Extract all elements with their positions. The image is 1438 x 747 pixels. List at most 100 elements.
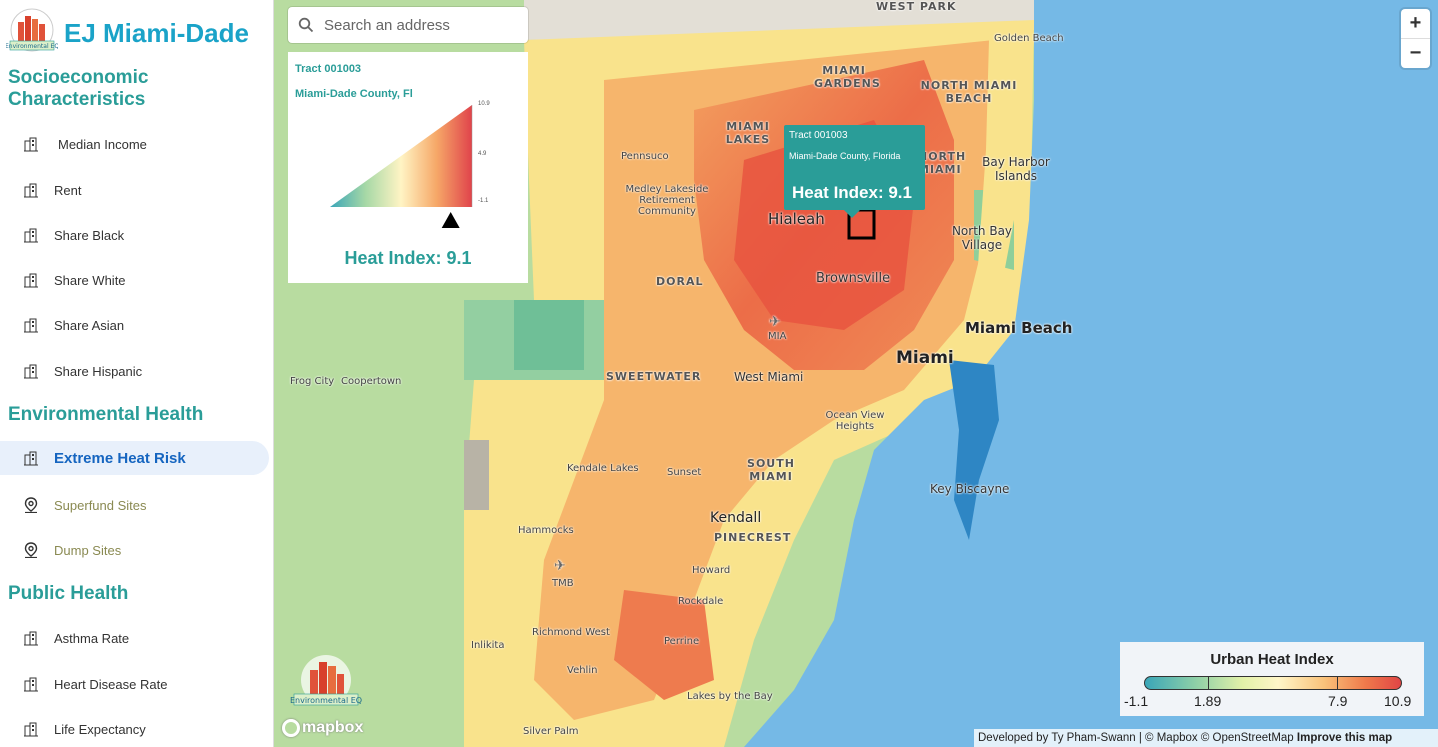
info-county-label: Miami-Dade County, Fl [295, 88, 413, 100]
map-label-vehlin: Vehlin [567, 665, 598, 676]
legend-title: Urban Heat Index [1210, 651, 1334, 668]
sidebar-item-dump-sites[interactable]: Dump Sites [0, 533, 269, 567]
zoom-in-button[interactable]: + [1409, 12, 1422, 34]
app-title: EJ Miami-Dade [64, 18, 249, 48]
map-label-tmb: TMB [552, 578, 574, 589]
map-label-pennsuco: Pennsuco [621, 151, 669, 162]
map-label-miami-beach: Miami Beach [965, 319, 1073, 337]
value-marker-icon [441, 212, 460, 228]
sidebar-item-life-expectancy[interactable]: Life Expectancy [0, 712, 269, 746]
tooltip-value: Heat Index: 9.1 [792, 183, 912, 202]
sidebar-item-label: Share Black [54, 227, 125, 243]
environmental-eq-logo-icon: Environmental EQ [6, 8, 58, 52]
map-label-key-biscayne: Key Biscayne [930, 482, 1010, 496]
mapbox-icon [282, 719, 300, 737]
buildings-icon [22, 181, 40, 199]
attribution-text: Developed by Ty Pham-Swann | © Mapbox © … [978, 732, 1294, 744]
map-label-line: GARDENS [814, 77, 881, 90]
search-input[interactable] [324, 16, 514, 34]
sidebar-item-superfund-sites[interactable]: Superfund Sites [0, 488, 269, 522]
sidebar-item-heart-disease-rate[interactable]: Heart Disease Rate [0, 667, 269, 701]
map-label-hialeah: Hialeah [768, 210, 825, 228]
info-panel: Tract 001003 Miami-Dade County, Fl 10.9 [288, 52, 528, 283]
legend-tick-label: 7.9 [1328, 693, 1348, 709]
legend-tick-label: -1.1 [1124, 693, 1149, 709]
map-label-lakes-by-the-bay: Lakes by the Bay [687, 691, 773, 702]
sidebar-item-share-black[interactable]: Share Black [0, 218, 269, 252]
brand[interactable]: Environmental EQ EJ Miami-Dade [6, 8, 268, 58]
map-pin-icon [22, 496, 40, 514]
sidebar-item-share-hispanic[interactable]: Share Hispanic [0, 354, 269, 388]
mapbox-logo-text: mapbox [302, 719, 364, 736]
scale-mid-label: 4.9 [478, 151, 487, 157]
sidebar-item-asthma-rate[interactable]: Asthma Rate [0, 621, 269, 655]
map-label-silver-palm: Silver Palm [523, 726, 579, 737]
sidebar-item-label: Rent [54, 182, 82, 198]
map-label-coopertown: Coopertown [341, 376, 402, 387]
map-tooltip: Tract 001003 Miami-Dade County, Florida … [784, 125, 925, 218]
map-label-rockdale: Rockdale [678, 596, 724, 607]
map-label-doral: DORAL [656, 275, 704, 288]
buildings-icon [22, 629, 40, 647]
sidebar-item-rent[interactable]: Rent [0, 173, 269, 207]
map-label-ocean-view-heights: Ocean View Heights [825, 410, 885, 432]
map-label-line: LAKES [725, 133, 771, 146]
sidebar-item-share-asian[interactable]: Share Asian [0, 308, 269, 342]
improve-map-link[interactable]: Improve this map [1296, 732, 1393, 744]
map-label-line: MIAMI [726, 120, 770, 133]
map-label-line: Bay Harbor [982, 155, 1050, 169]
map-canvas[interactable]: WEST PARK Golden Beach MIAMI GARDENS NORT… [274, 0, 1438, 747]
sidebar-item-label: Share Hispanic [54, 363, 143, 379]
buildings-icon [22, 449, 40, 467]
map-label-line: MIAMI [822, 64, 866, 77]
logo-caption: Environmental EQ [6, 43, 58, 50]
map-label-line: NORTH [918, 150, 967, 163]
map-label-sweetwater: SWEETWATER [606, 370, 702, 383]
sidebar: Environmental EQ EJ Miami-Dade Socioecon… [0, 0, 274, 747]
section-title-socioeconomic: Socioeconomic Characteristics [8, 67, 149, 110]
mapbox-logo[interactable]: mapbox [282, 719, 363, 737]
sidebar-item-label: Asthma Rate [54, 630, 130, 646]
map-label-frog-city: Frog City [290, 376, 335, 387]
map-label-miami-gardens: MIAMI GARDENS [814, 64, 881, 90]
heat-index-scale-triangle [330, 105, 473, 228]
map-label-kendale-lakes: Kendale Lakes [567, 463, 639, 474]
environmental-eq-map-logo-icon[interactable]: Environmental EQ [290, 654, 362, 710]
map-label-howard: Howard [692, 565, 731, 576]
sidebar-item-share-white[interactable]: Share White [0, 263, 269, 297]
buildings-icon [22, 720, 40, 738]
sidebar-item-median-income[interactable]: Median Income [0, 127, 269, 161]
map-label-line: Community [638, 206, 696, 217]
zoom-out-button[interactable]: − [1401, 38, 1430, 67]
scale-max-label: 10.9 [478, 101, 490, 107]
map-label-line: MIAMI [749, 470, 793, 483]
map-label-line: Village [961, 238, 1003, 252]
map-attribution: Developed by Ty Pham-Swann | © Mapbox © … [974, 729, 1438, 747]
map-pin-icon [22, 541, 40, 559]
buildings-icon [22, 226, 40, 244]
legend-tick-mark [1208, 676, 1209, 690]
map-label-line: Ocean View [825, 410, 885, 421]
map-label-north-bay-village: North Bay Village [950, 224, 1014, 252]
map-label-line: MIAMI [918, 163, 962, 176]
legend-tick-label: 1.89 [1194, 693, 1222, 709]
section-title-public-health: Public Health [8, 583, 129, 604]
sidebar-item-label: Heart Disease Rate [54, 676, 168, 692]
airplane-icon: ✈ [554, 558, 566, 574]
map-label-line: North Bay [951, 224, 1013, 238]
sidebar-item-extreme-heat-risk[interactable]: Extreme Heat Risk [0, 441, 269, 475]
map-label-west-miami: West Miami [734, 370, 804, 384]
address-search[interactable] [288, 7, 528, 43]
map-label-line: Retirement [639, 195, 695, 206]
buildings-icon [22, 271, 40, 289]
map-label-bay-harbor-islands: Bay Harbor Islands [974, 155, 1058, 183]
section-title-environmental-health: Environmental Health [8, 404, 204, 425]
map-logo-caption: Environmental EQ [290, 696, 362, 705]
map-label-north-miami-beach: NORTH MIAMI BEACH [919, 79, 1019, 105]
sidebar-item-label: Median Income [58, 136, 147, 152]
legend-color-bar [1144, 676, 1402, 690]
map-label-medley: Medley Lakeside Retirement Community [622, 184, 712, 217]
sidebar-item-label: Superfund Sites [54, 497, 147, 513]
map-label-west-park: WEST PARK [876, 0, 957, 13]
